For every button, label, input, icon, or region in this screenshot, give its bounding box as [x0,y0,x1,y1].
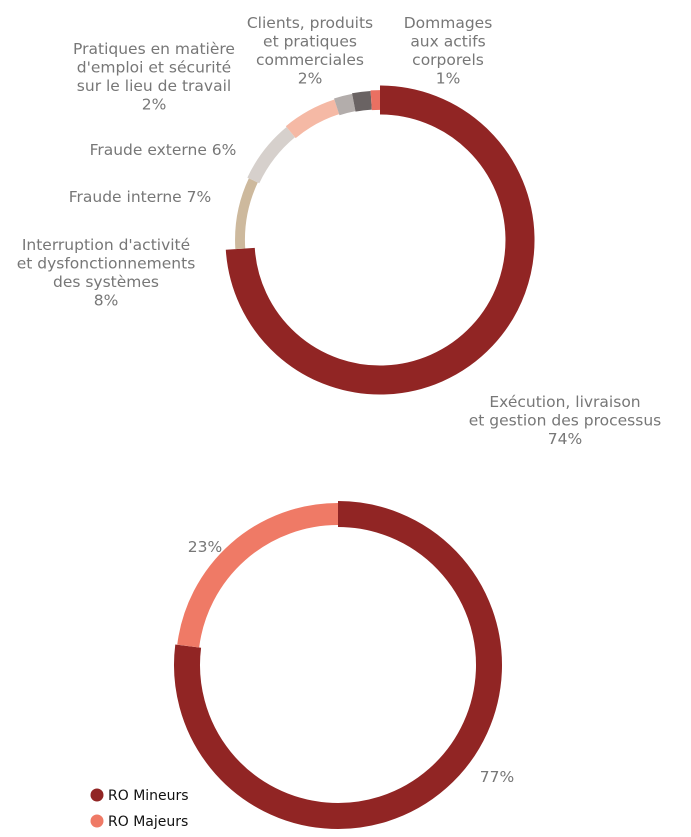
slice-label: Clients, produits et pratiques commerciale… [247,14,373,88]
chart-legend: RO Mineurs RO Majeurs [90,788,189,830]
donut-chart-risk-categories: Exécution, livraison et gestion des proce… [17,14,662,448]
donut-slice [247,127,296,184]
donut-slice [174,501,502,829]
slice-percent: 2% [142,96,167,114]
slice-percent: 77% [480,768,514,786]
donut-slice [285,99,340,139]
slice-label-line: commerciales [256,51,364,69]
slice-label-line: Interruption d'activité [22,236,190,254]
slice-percent: 2% [298,70,323,88]
slice-label-line: des systèmes [53,273,159,291]
donut-slice [225,85,535,395]
slice-label: Fraude externe 6% [90,141,237,159]
slice-percent: 74% [548,430,582,448]
donut-slice [177,502,339,648]
slice-percent: 23% [188,538,222,556]
slice-label: Pratiques en matière d'emploi et sécurité… [73,40,235,114]
legend-swatch [90,788,104,802]
slice-label-line: corporels [412,51,484,69]
slice-label-line: et pratiques [263,33,357,51]
donut-slice [352,90,372,112]
legend-label: RO Mineurs [108,788,189,804]
slice-label-line: Clients, produits [247,14,373,32]
donut-chart-ro-severity: 77% 23% [174,501,514,829]
slice-percent: 1% [436,70,461,88]
slice-percent: 8% [94,292,119,310]
slice-label-line: aux actifs [410,33,485,51]
slice-label: Fraude interne 7% [69,188,212,206]
slice-label: Exécution, livraison et gestion des proce… [469,393,661,448]
slice-label: Interruption d'activité et dysfonctionnem… [17,236,196,310]
slice-label-line: sur le lieu de travail [77,77,231,95]
slice-label-line: d'emploi et sécurité [77,59,231,77]
slice-percent: 7% [182,188,212,206]
slice-label: Dommages aux actifs corporels 1% [404,14,493,88]
legend-swatch [90,814,104,828]
slice-label-line: et gestion des processus [469,412,661,430]
slice-label-line: Fraude externe [90,141,207,159]
slice-label-line: et dysfonctionnements [17,255,196,273]
donut-slice [334,93,356,116]
slice-percent: 6% [207,141,237,159]
slice-label-line: Fraude interne [69,188,182,206]
slice-label-line: Pratiques en matière [73,40,235,58]
donut-slice [235,178,258,250]
slice-label-line: Dommages [404,14,493,32]
legend-label: RO Majeurs [108,814,188,830]
slice-label-line: Exécution, livraison [489,393,640,411]
